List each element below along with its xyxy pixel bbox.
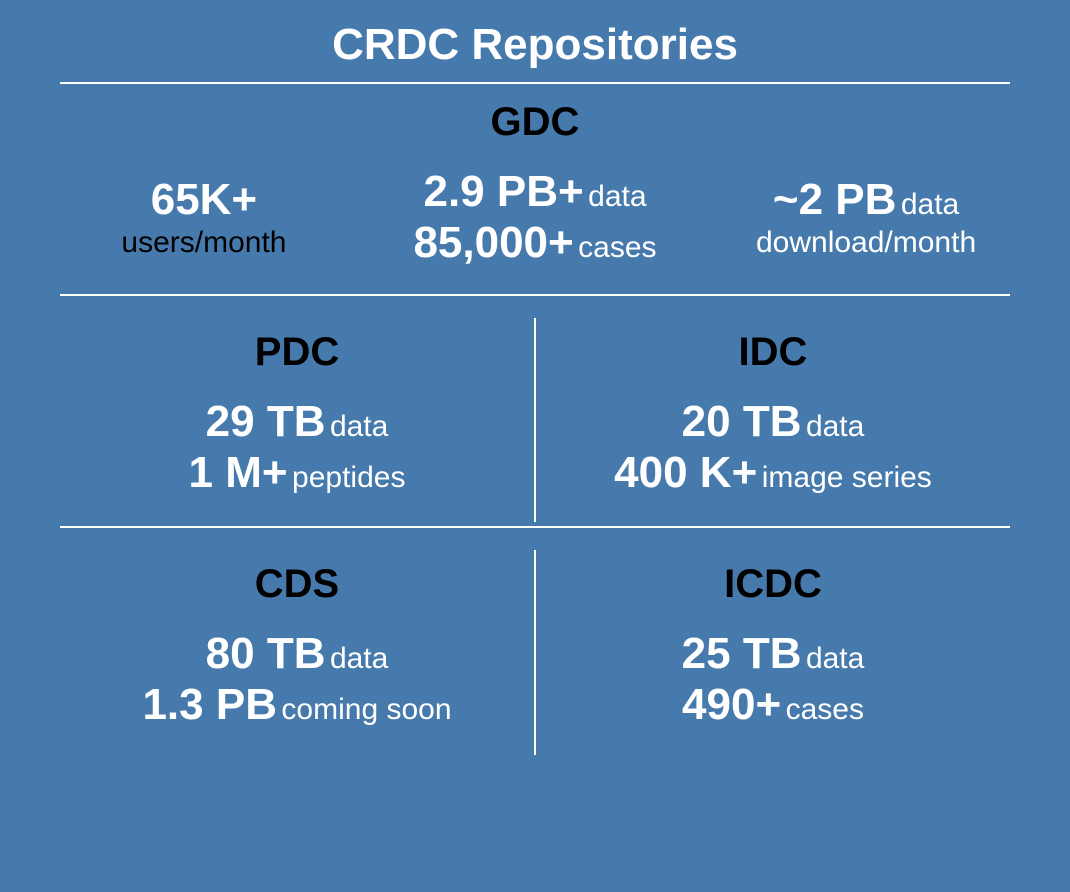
divider-under-title bbox=[60, 82, 1010, 84]
icdc-cases-value: 490+ bbox=[682, 680, 781, 729]
row-cds-icdc: CDS 80 TB data 1.3 PB coming soon ICDC 2… bbox=[60, 538, 1010, 758]
idc-data-value: 20 TB bbox=[682, 397, 802, 446]
gdc-users-value: 65K+ bbox=[151, 175, 257, 224]
gdc-download-value: ~2 PB bbox=[773, 175, 897, 224]
gdc-metrics-row: 65K+ users/month 2.9 PB+ data 85,000+ ca… bbox=[60, 167, 1010, 268]
gdc-data-block: 2.9 PB+ data 85,000+ cases bbox=[348, 167, 722, 268]
row-pdc-idc: PDC 29 TB data 1 M+ peptides IDC 20 TB d… bbox=[60, 306, 1010, 526]
icdc-section: ICDC 25 TB data 490+ cases bbox=[536, 538, 1010, 758]
gdc-download-block: ~2 PB data download/month bbox=[722, 175, 1010, 260]
divider-1 bbox=[60, 294, 1010, 296]
gdc-download-label: download/month bbox=[756, 226, 976, 259]
divider-2 bbox=[60, 526, 1010, 528]
infographic-root: CRDC Repositories GDC 65K+ users/month 2… bbox=[0, 0, 1070, 892]
gdc-heading: GDC bbox=[60, 100, 1010, 145]
idc-series-unit: image series bbox=[762, 461, 932, 494]
icdc-heading: ICDC bbox=[536, 562, 1010, 607]
pdc-peptides-unit: peptides bbox=[292, 461, 405, 494]
cds-coming-value: 1.3 PB bbox=[142, 680, 277, 729]
gdc-section: GDC 65K+ users/month 2.9 PB+ data 85,000… bbox=[60, 100, 1010, 268]
gdc-download-unit: data bbox=[901, 188, 959, 221]
pdc-data-unit: data bbox=[330, 410, 388, 443]
idc-series-value: 400 K+ bbox=[614, 448, 757, 497]
gdc-users-block: 65K+ users/month bbox=[60, 175, 348, 260]
pdc-peptides-value: 1 M+ bbox=[189, 448, 288, 497]
icdc-data-value: 25 TB bbox=[682, 629, 802, 678]
idc-heading: IDC bbox=[536, 330, 1010, 375]
icdc-cases-unit: cases bbox=[786, 693, 864, 726]
main-title: CRDC Repositories bbox=[60, 20, 1010, 70]
pdc-heading: PDC bbox=[60, 330, 534, 375]
icdc-data-unit: data bbox=[806, 642, 864, 675]
gdc-data-value: 2.9 PB+ bbox=[423, 167, 583, 216]
gdc-users-label: users/month bbox=[121, 226, 286, 259]
cds-section: CDS 80 TB data 1.3 PB coming soon bbox=[60, 538, 534, 758]
gdc-data-unit: data bbox=[588, 180, 646, 213]
gdc-cases-value: 85,000+ bbox=[413, 218, 573, 267]
pdc-section: PDC 29 TB data 1 M+ peptides bbox=[60, 306, 534, 526]
cds-heading: CDS bbox=[60, 562, 534, 607]
gdc-cases-unit: cases bbox=[578, 231, 656, 264]
idc-data-unit: data bbox=[806, 410, 864, 443]
cds-coming-unit: coming soon bbox=[281, 693, 451, 726]
cds-data-value: 80 TB bbox=[206, 629, 326, 678]
idc-section: IDC 20 TB data 400 K+ image series bbox=[536, 306, 1010, 526]
cds-data-unit: data bbox=[330, 642, 388, 675]
pdc-data-value: 29 TB bbox=[206, 397, 326, 446]
